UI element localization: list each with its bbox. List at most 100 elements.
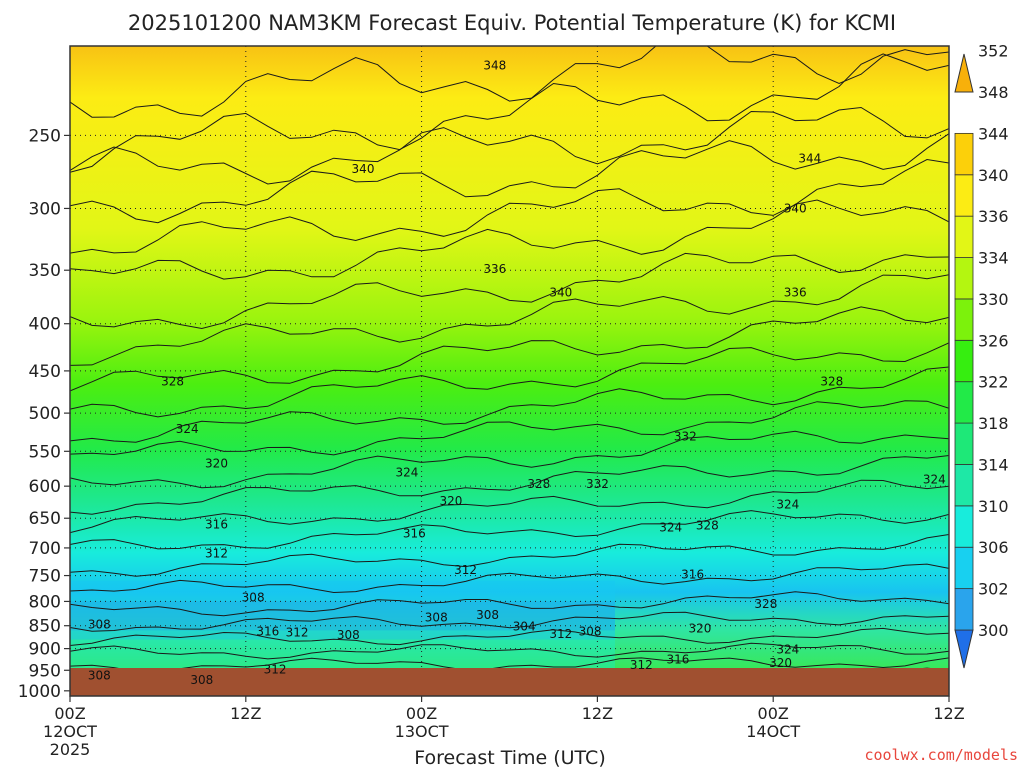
y-tick-label: 300 bbox=[29, 199, 61, 219]
colorbar-label: 348 bbox=[978, 83, 1009, 102]
contour-label: 348 bbox=[483, 59, 506, 73]
contour-label: 320 bbox=[205, 456, 228, 470]
colorbar-lower-arrow bbox=[954, 629, 974, 669]
colorbar-swatch bbox=[954, 339, 974, 383]
contour-label: 336 bbox=[784, 285, 807, 299]
contour-label: 316 bbox=[403, 526, 426, 540]
x-tick-date: 14OCT bbox=[746, 722, 800, 741]
contour-label: 320 bbox=[439, 494, 462, 508]
contour-label: 308 bbox=[190, 673, 213, 687]
y-tick-label: 600 bbox=[29, 477, 61, 497]
colorbar-swatch bbox=[954, 588, 974, 631]
contour-line bbox=[70, 274, 949, 366]
x-tick-date: 13OCT bbox=[395, 722, 449, 741]
contour-label: 320 bbox=[769, 656, 792, 670]
contour-label: 308 bbox=[88, 617, 111, 631]
contour-label: 308 bbox=[425, 611, 448, 625]
field-band bbox=[70, 580, 615, 640]
contour-label: 340 bbox=[784, 201, 807, 215]
colorbar-label: 314 bbox=[978, 455, 1009, 474]
colorbar-label: 326 bbox=[978, 331, 1009, 350]
contour-line bbox=[70, 342, 949, 418]
credit-text: coolwx.com/models bbox=[864, 746, 1018, 764]
colorbar-label: 334 bbox=[978, 249, 1009, 268]
contour-line bbox=[70, 510, 949, 550]
contour-label: 328 bbox=[754, 597, 777, 611]
contour-label: 328 bbox=[820, 374, 843, 388]
contour-label: 332 bbox=[674, 429, 697, 443]
contour-line bbox=[70, 455, 949, 515]
contour-line bbox=[70, 642, 949, 660]
y-tick-label: 750 bbox=[29, 567, 61, 587]
colorbar-label: 352 bbox=[978, 42, 1009, 61]
colorbar-label: 336 bbox=[978, 207, 1009, 226]
colorbar-swatch bbox=[954, 422, 974, 465]
contour-label: 324 bbox=[776, 497, 799, 511]
x-tick-label: 12Z bbox=[582, 704, 613, 723]
contour-label: 328 bbox=[527, 477, 550, 491]
contour-line bbox=[70, 591, 949, 617]
contour-label: 324 bbox=[923, 472, 946, 486]
x-tick-year: 2025 bbox=[50, 740, 91, 759]
x-tick-label: 12Z bbox=[933, 704, 964, 723]
contour-label: 316 bbox=[681, 567, 704, 581]
contour-line bbox=[70, 366, 949, 443]
contour-line bbox=[70, 199, 949, 280]
x-tick-date: 12OCT bbox=[43, 722, 97, 741]
contour-label: 316 bbox=[256, 624, 279, 638]
y-tick-label: 500 bbox=[29, 404, 61, 424]
contour-label: 324 bbox=[659, 520, 682, 534]
x-tick-label: 12Z bbox=[230, 704, 261, 723]
ground-terrain bbox=[70, 668, 949, 696]
contour-label: 308 bbox=[88, 668, 111, 682]
y-tick-label: 900 bbox=[29, 640, 61, 660]
contour-label: 324 bbox=[395, 466, 418, 480]
contour-label: 312 bbox=[549, 627, 572, 641]
y-axis: 250 300 350 400 450 500 550 600 650 700 750 800 850 9… bbox=[18, 126, 70, 702]
contour-label: 312 bbox=[630, 658, 653, 672]
colorbar-label: 310 bbox=[978, 497, 1009, 516]
contour-line bbox=[70, 430, 949, 489]
y-tick-label: 650 bbox=[29, 509, 61, 529]
contour-label: 312 bbox=[286, 626, 309, 640]
contour-line bbox=[70, 252, 949, 330]
colorbar-swatch bbox=[954, 464, 974, 507]
colorbar-swatch bbox=[954, 215, 974, 258]
y-tick-label: 250 bbox=[29, 126, 61, 146]
chart-title: 2025101200 NAM3KM Forecast Equiv. Potent… bbox=[128, 11, 896, 35]
contour-label: 304 bbox=[513, 620, 536, 634]
x-tick-label: 00Z bbox=[54, 704, 85, 723]
contour-label: 340 bbox=[352, 162, 375, 176]
contour-line bbox=[70, 133, 949, 224]
contour-label: 328 bbox=[161, 374, 184, 388]
contour-label: 308 bbox=[476, 608, 499, 622]
colorbar-label: 340 bbox=[978, 166, 1009, 185]
x-tick-label: 00Z bbox=[758, 704, 789, 723]
y-tick-label: 450 bbox=[29, 362, 61, 382]
contour-line bbox=[70, 53, 949, 173]
contour-label: 324 bbox=[176, 422, 199, 436]
contour-line bbox=[70, 611, 949, 632]
contour-line bbox=[70, 106, 949, 185]
y-tick-label: 350 bbox=[29, 261, 61, 281]
colorbar-swatch bbox=[954, 174, 974, 217]
colorbar-swatch bbox=[954, 132, 974, 176]
contour-label: 344 bbox=[798, 152, 821, 166]
contour-label: 324 bbox=[776, 643, 799, 657]
colorbar-label: 300 bbox=[978, 621, 1009, 640]
y-tick-label: 950 bbox=[29, 661, 61, 681]
contour-line bbox=[70, 657, 949, 673]
contour-line bbox=[70, 306, 949, 392]
contour-label: 316 bbox=[205, 517, 228, 531]
y-tick-label: 800 bbox=[29, 592, 61, 612]
contour-label: 308 bbox=[337, 628, 360, 642]
contour-line bbox=[70, 46, 949, 118]
contour-label: 316 bbox=[667, 653, 690, 667]
x-tick-label: 00Z bbox=[406, 704, 437, 723]
x-axis-label: Forecast Time (UTC) bbox=[414, 747, 605, 768]
contour-line bbox=[70, 627, 949, 646]
contour-label: 312 bbox=[454, 563, 477, 577]
